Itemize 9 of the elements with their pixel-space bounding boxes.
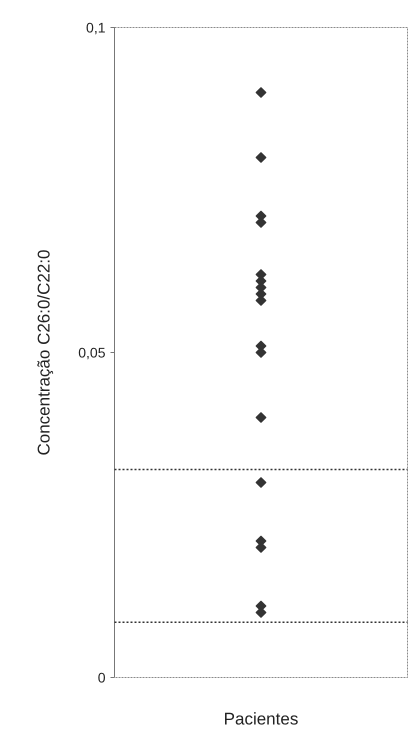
point: [256, 87, 266, 98]
x-tick-label: Pacientes: [224, 710, 298, 728]
point: [256, 477, 266, 488]
point: [256, 412, 266, 423]
y-tick-label: 0: [98, 670, 106, 686]
y-tick-label: 0,1: [86, 20, 106, 36]
y-axis-title: Concentração C26:0/C22:0: [34, 249, 54, 456]
y-tick-label: 0,05: [78, 344, 106, 360]
point: [256, 152, 266, 163]
